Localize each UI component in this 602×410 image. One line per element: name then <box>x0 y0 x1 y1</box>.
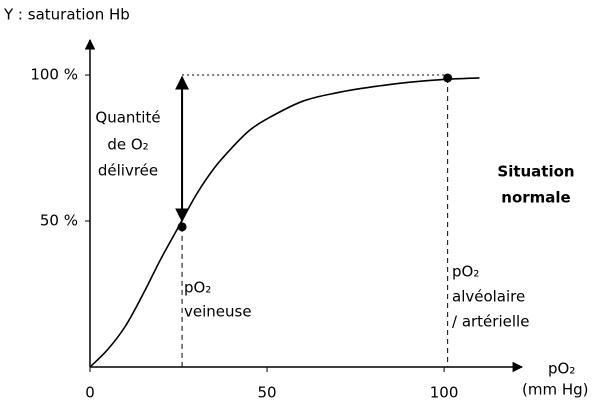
y-tick-label: 50 % <box>40 212 78 230</box>
y-axis-label: Y : saturation Hb <box>3 6 130 24</box>
x-tick-label: 50 <box>258 384 277 402</box>
x-axis-label: (mm Hg) <box>522 381 589 399</box>
annotation: Situation <box>497 163 574 181</box>
marker-point <box>443 73 453 83</box>
annotation: de O₂ <box>107 136 148 154</box>
x-axis-label: pO₂ <box>548 360 575 378</box>
y-tick-label: 100 % <box>30 66 78 84</box>
marker-point <box>177 222 187 232</box>
annotation: délivrée <box>98 162 158 180</box>
x-tick-label: 100 <box>430 384 459 402</box>
annotation: veineuse <box>184 303 252 321</box>
annotation: pO₂ <box>452 263 479 281</box>
curve <box>89 77 480 368</box>
annotation: Quantité <box>95 109 160 127</box>
annotation: / artérielle <box>452 313 529 331</box>
annotation: normale <box>501 189 570 207</box>
annotation: alvéolaire <box>452 288 525 306</box>
annotation: pO₂ <box>184 279 211 297</box>
x-tick-label: 0 <box>85 384 95 402</box>
